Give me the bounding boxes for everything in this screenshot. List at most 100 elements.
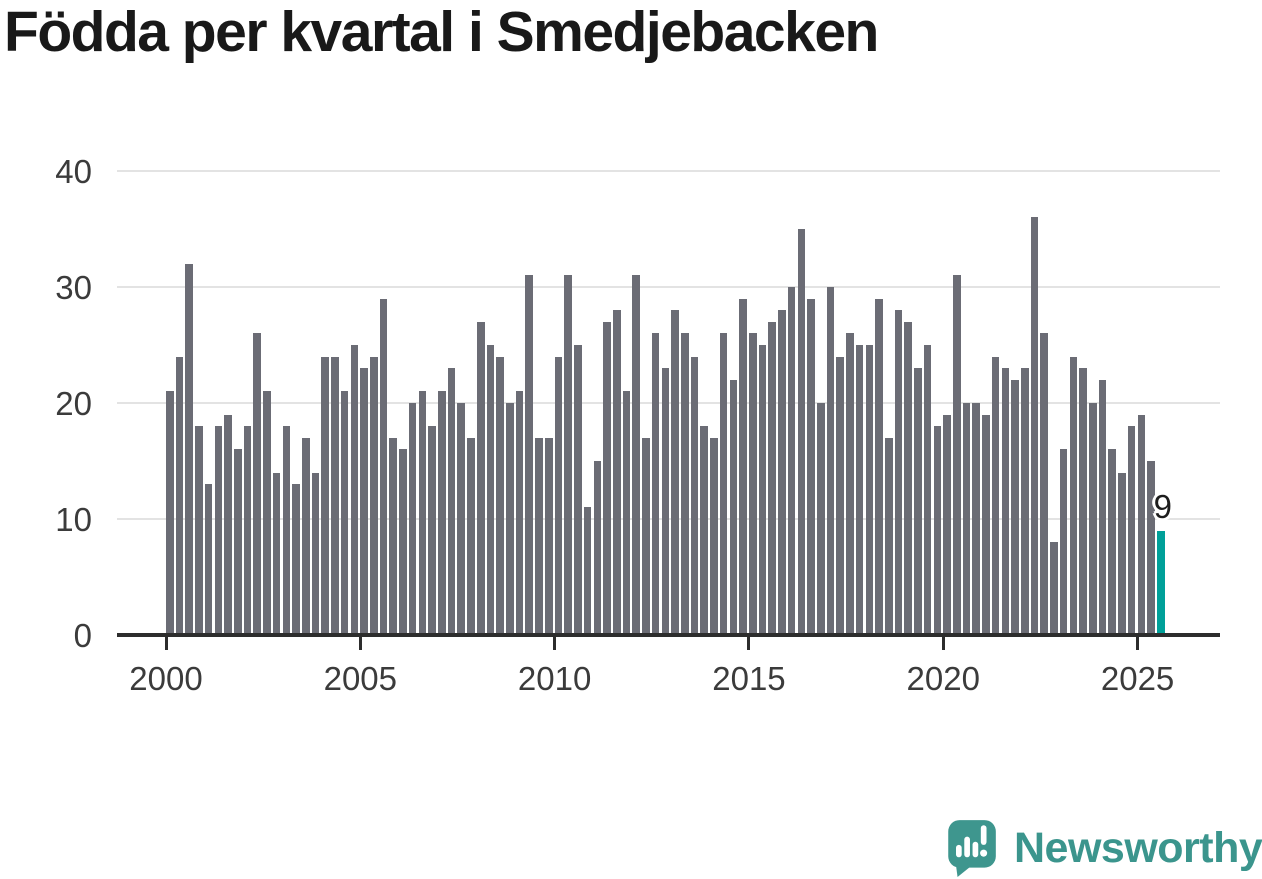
bar-2019-Q3 <box>923 345 932 635</box>
x-axis-tick-2015 <box>747 637 751 650</box>
bar-2015-Q4 <box>778 310 786 635</box>
x-axis-label-2025: 2025 <box>1100 660 1175 697</box>
x-axis-label-2010: 2010 <box>517 660 592 697</box>
bar-2009-Q1 <box>515 391 524 635</box>
bar-2014-Q2 <box>719 333 728 635</box>
x-axis-tick-2000 <box>164 637 168 650</box>
bar-2019-Q4 <box>933 426 942 635</box>
bar-2001-Q2 <box>214 426 223 635</box>
bar-2017-Q1 <box>826 287 835 635</box>
bar-2002-Q4 <box>272 472 281 635</box>
bar-2008-Q3 <box>496 356 504 635</box>
bar-2009-Q4 <box>544 437 553 635</box>
bar-2010-Q1 <box>554 356 563 635</box>
newsworthy-logo: Newsworthy <box>944 818 1262 878</box>
x-axis-tick-2020 <box>941 637 945 650</box>
bar-2016-Q2 <box>797 229 806 635</box>
bar-2007-Q1 <box>438 391 446 635</box>
bar-2015-Q1 <box>748 333 757 635</box>
bar-2020-Q2 <box>952 275 961 635</box>
bar-2000-Q3 <box>185 263 194 635</box>
x-axis-tick-2025 <box>1136 637 1140 650</box>
bar-2005-Q4 <box>389 437 398 635</box>
newsworthy-speech-bubble-chart-icon <box>948 820 996 877</box>
bar-2018-Q4 <box>894 310 903 635</box>
bar-2007-Q2 <box>447 368 456 635</box>
bar-2011-Q3 <box>612 310 621 635</box>
bar-2024-Q1 <box>1098 379 1107 635</box>
bar-2019-Q1 <box>904 321 912 635</box>
bar-2025-Q3 <box>1157 530 1165 635</box>
bar-2003-Q3 <box>302 437 310 635</box>
bar-2003-Q4 <box>311 472 320 635</box>
bar-2007-Q4 <box>467 437 475 635</box>
x-axis-line <box>117 633 1220 637</box>
bar-2003-Q2 <box>292 484 300 635</box>
bar-2024-Q3 <box>1118 472 1126 635</box>
bar-2011-Q2 <box>603 321 611 635</box>
y-axis-label-40: 40 <box>55 153 92 190</box>
bar-2013-Q4 <box>700 426 708 635</box>
bar-2000-Q2 <box>175 356 184 635</box>
bar-2002-Q3 <box>263 391 271 635</box>
bar-2006-Q4 <box>428 426 436 635</box>
bar-2020-Q1 <box>943 414 951 635</box>
bar-2001-Q4 <box>234 449 242 635</box>
bar-2000-Q1 <box>166 391 174 635</box>
bar-2011-Q4 <box>622 391 631 635</box>
bar-2005-Q3 <box>379 298 388 635</box>
bar-2008-Q2 <box>486 345 495 635</box>
bar-2013-Q1 <box>671 310 679 635</box>
bar-2020-Q3 <box>962 403 971 635</box>
bar-2010-Q4 <box>583 507 592 635</box>
bar-2010-Q3 <box>574 345 582 635</box>
bar-2021-Q2 <box>991 356 1000 635</box>
bar-2021-Q1 <box>982 414 990 635</box>
y-axis-label-0: 0 <box>73 617 92 654</box>
bar-2013-Q3 <box>690 356 699 635</box>
bar-2017-Q3 <box>846 333 854 635</box>
bar-2012-Q1 <box>632 275 640 635</box>
bar-2016-Q3 <box>807 298 815 635</box>
bar-2021-Q4 <box>1011 379 1019 635</box>
highlight-value-label: 9 <box>1153 487 1173 525</box>
gridline-y-30 <box>117 286 1220 288</box>
bar-2020-Q4 <box>972 403 981 635</box>
gridline-y-40 <box>117 170 1220 172</box>
bar-2014-Q4 <box>739 298 747 635</box>
bar-2022-Q3 <box>1040 333 1049 635</box>
bar-2025-Q2 <box>1147 461 1155 635</box>
bar-2000-Q4 <box>195 426 203 635</box>
bar-2004-Q4 <box>350 345 359 635</box>
bar-2021-Q3 <box>1001 368 1010 635</box>
bar-2014-Q1 <box>710 437 718 635</box>
bar-2022-Q2 <box>1030 217 1039 635</box>
bar-2013-Q2 <box>680 333 689 635</box>
x-axis-label-2005: 2005 <box>323 660 398 697</box>
bar-2023-Q2 <box>1069 356 1078 635</box>
newsworthy-wordmark: Newsworthy <box>1014 824 1262 872</box>
bar-2001-Q1 <box>204 484 213 635</box>
bar-2005-Q1 <box>360 368 368 635</box>
bar-2022-Q1 <box>1021 368 1029 635</box>
bar-2023-Q1 <box>1059 449 1068 635</box>
bar-2024-Q4 <box>1127 426 1136 635</box>
x-axis-label-2000: 2000 <box>129 660 203 697</box>
bar-2016-Q4 <box>816 403 825 635</box>
bar-2019-Q2 <box>914 368 922 635</box>
bar-2025-Q1 <box>1137 414 1146 635</box>
bar-2017-Q4 <box>855 345 864 635</box>
bar-2006-Q2 <box>408 403 417 635</box>
bar-2017-Q2 <box>836 356 844 635</box>
bar-2008-Q4 <box>506 403 514 635</box>
bar-2012-Q4 <box>661 368 670 635</box>
bar-2023-Q3 <box>1079 368 1087 635</box>
y-axis-label-30: 30 <box>55 269 92 306</box>
x-axis-label-2020: 2020 <box>906 660 980 697</box>
x-axis-tick-2005 <box>358 637 362 650</box>
x-axis-label-2015: 2015 <box>712 660 786 697</box>
bar-2012-Q2 <box>642 437 650 635</box>
x-axis-tick-2010 <box>553 637 557 650</box>
bar-2009-Q3 <box>535 437 543 635</box>
